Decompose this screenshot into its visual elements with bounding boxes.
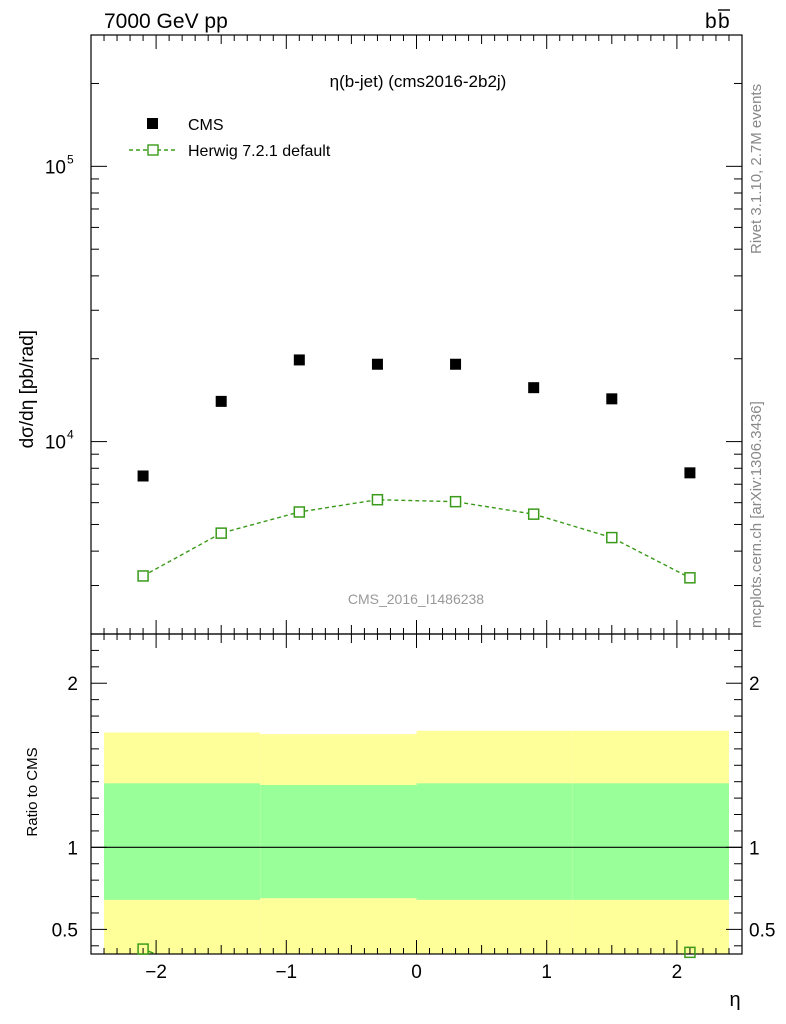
legend: CMS Herwig 7.2.1 default (129, 117, 331, 160)
ratio-herwig-point (684, 946, 696, 959)
ratio-outer-band-low (260, 898, 417, 954)
watermark: CMS_2016_I1486238 (348, 591, 484, 607)
herwig-line (142, 499, 691, 579)
cms-point (684, 467, 696, 479)
y-axis-label: dσ/dη [pb/rad] (17, 330, 38, 448)
herwig-point (606, 531, 618, 544)
x-tick-label: 0 (411, 962, 422, 983)
ratio-y-tick-label: 0.5 (52, 920, 78, 941)
herwig-point (137, 570, 149, 582)
cms-point (450, 358, 462, 370)
cms-point (606, 393, 618, 405)
ratio-y-tick-label-right: 0.5 (749, 920, 775, 941)
x-tick-label: 2 (672, 962, 683, 983)
legend-cms-marker (147, 118, 158, 129)
y-tick-exponent: 4 (67, 428, 74, 442)
ratio-y-tick-label: 2 (67, 674, 78, 695)
cms-point (215, 395, 227, 407)
legend-herwig-label: Herwig 7.2.1 default (188, 143, 331, 160)
y-tick-label: 10 (45, 157, 66, 178)
ratio-herwig-point (137, 943, 149, 955)
header-left: 7000 GeV pp (104, 10, 228, 33)
cms-point (137, 470, 149, 482)
ratio-inner-band (104, 783, 261, 900)
ratio-outer-band-low (572, 899, 729, 954)
herwig-point (293, 506, 306, 518)
cms-point (528, 382, 540, 394)
cms-point (293, 354, 305, 366)
plot-area (137, 354, 696, 959)
ratio-bands (91, 730, 742, 954)
ratio-y-label: Ratio to CMS (24, 747, 41, 836)
x-tick-label: 1 (541, 962, 552, 983)
rivet-label: Rivet 3.1.10, 2.7M events (748, 84, 765, 254)
legend-herwig-marker (147, 144, 159, 156)
cms-point (371, 358, 383, 370)
ratio-herwig-line (147, 950, 154, 954)
ratio-y-tick-label: 1 (67, 838, 78, 859)
x-tick-label: −2 (145, 962, 167, 983)
herwig-point (215, 527, 227, 539)
axes: −2 −1 0 1 210 410 50.5 0.51 12 2 (45, 34, 775, 983)
ratio-inner-band (572, 783, 729, 900)
ratio-y-tick-label-right: 2 (749, 674, 760, 695)
chart-title: η(b-jet) (cms2016-2b2j) (330, 72, 507, 91)
header-right-bbar: b (718, 10, 730, 33)
ratio-outer-band-low (104, 899, 261, 954)
source-label: mcplots.cern.ch [arXiv:1306.3436] (748, 401, 765, 628)
herwig-point (527, 508, 540, 520)
x-tick-label: −1 (275, 962, 297, 983)
legend-cms-label: CMS (188, 117, 224, 134)
herwig-point (684, 572, 696, 584)
header-right-b: b (705, 10, 717, 33)
y-tick-label: 10 (45, 433, 66, 454)
header-right: b b (705, 9, 730, 33)
herwig-point (371, 493, 384, 506)
y-tick-exponent: 5 (67, 152, 74, 166)
herwig-point (449, 495, 462, 508)
x-axis-label: η (729, 989, 740, 1011)
ratio-inner-band (416, 783, 573, 900)
ratio-inner-band (260, 784, 417, 899)
ratio-outer-band-low (416, 899, 573, 954)
ratio-y-tick-label-right: 1 (749, 838, 760, 859)
